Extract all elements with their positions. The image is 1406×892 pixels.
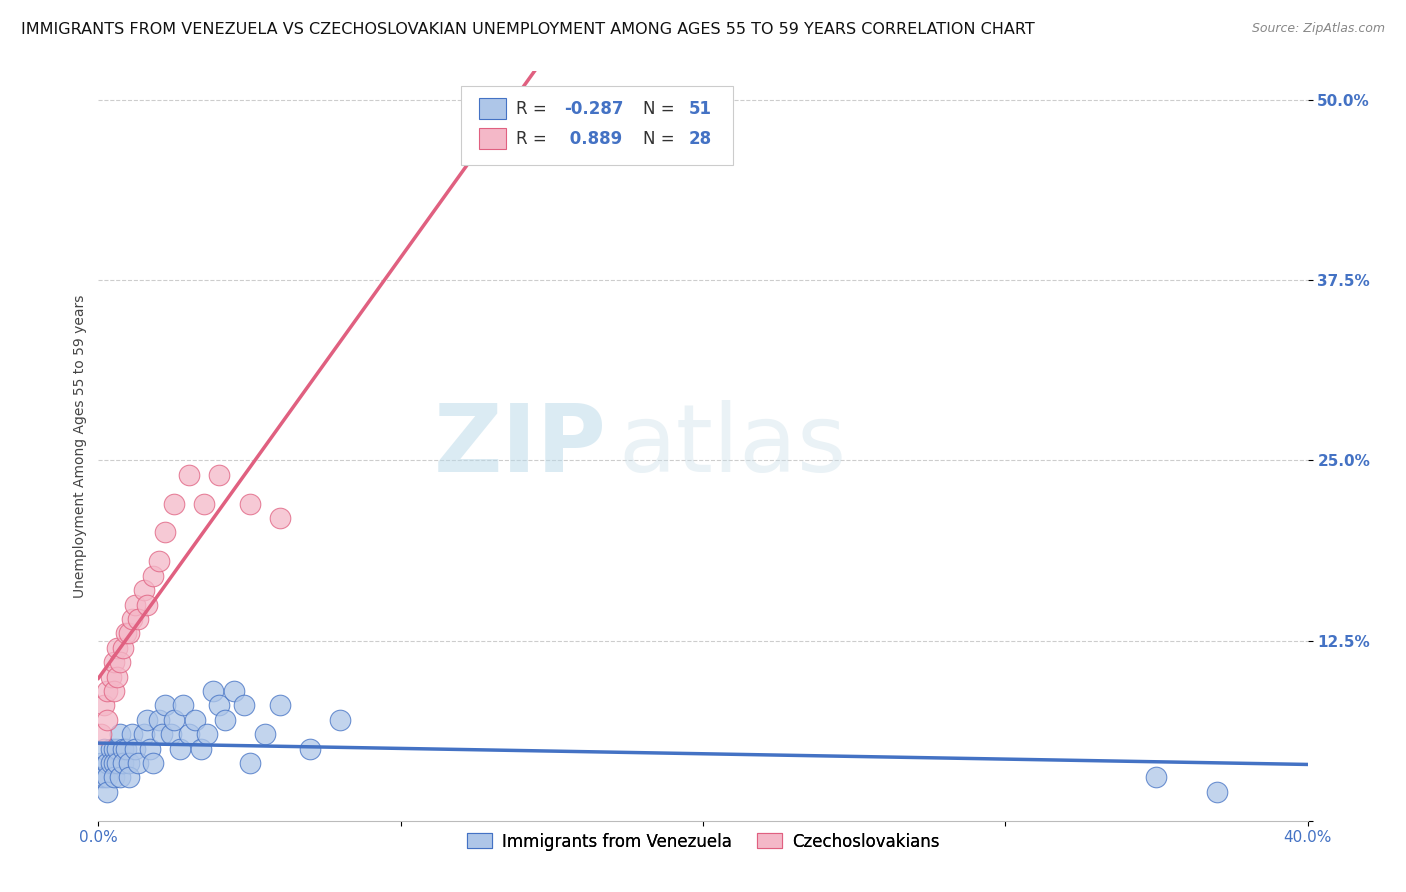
Text: 0.889: 0.889 — [564, 130, 623, 148]
Point — [96, 756, 118, 770]
Point — [111, 640, 134, 655]
Point — [253, 727, 276, 741]
Text: 28: 28 — [689, 130, 711, 148]
Point — [269, 698, 291, 713]
Point — [214, 713, 236, 727]
Point — [1206, 785, 1229, 799]
Point — [195, 727, 218, 741]
Point — [148, 554, 170, 568]
Text: IMMIGRANTS FROM VENEZUELA VS CZECHOSLOVAKIAN UNEMPLOYMENT AMONG AGES 55 TO 59 YE: IMMIGRANTS FROM VENEZUELA VS CZECHOSLOVA… — [21, 22, 1035, 37]
Text: N =: N = — [643, 100, 679, 118]
Y-axis label: Unemployment Among Ages 55 to 59 years: Unemployment Among Ages 55 to 59 years — [73, 294, 87, 598]
Point — [103, 756, 125, 770]
Point — [132, 583, 155, 598]
FancyBboxPatch shape — [479, 128, 506, 149]
Point — [269, 511, 291, 525]
Point — [127, 612, 149, 626]
Point — [163, 497, 186, 511]
Point — [105, 756, 128, 770]
Text: N =: N = — [643, 130, 679, 148]
Point — [184, 713, 207, 727]
Point — [93, 741, 115, 756]
Point — [299, 741, 322, 756]
Point — [96, 713, 118, 727]
Text: Source: ZipAtlas.com: Source: ZipAtlas.com — [1251, 22, 1385, 36]
Point — [179, 467, 201, 482]
Point — [103, 741, 125, 756]
Point — [208, 467, 231, 482]
Point — [90, 771, 112, 785]
Point — [121, 612, 143, 626]
Point — [111, 741, 134, 756]
Point — [329, 713, 352, 727]
Point — [193, 497, 215, 511]
Point — [118, 771, 141, 785]
Point — [114, 626, 136, 640]
Point — [103, 771, 125, 785]
Point — [153, 698, 176, 713]
Point — [224, 684, 246, 698]
Point — [93, 698, 115, 713]
Point — [111, 756, 134, 770]
Point — [127, 756, 149, 770]
Point — [108, 655, 131, 669]
Point — [105, 669, 128, 683]
Point — [108, 727, 131, 741]
Point — [142, 568, 165, 582]
Point — [172, 698, 194, 713]
Point — [142, 756, 165, 770]
Point — [163, 713, 186, 727]
Point — [135, 598, 157, 612]
Point — [190, 741, 212, 756]
Point — [114, 741, 136, 756]
Point — [100, 756, 122, 770]
Point — [96, 684, 118, 698]
Point — [202, 684, 225, 698]
Point — [135, 713, 157, 727]
Point — [96, 771, 118, 785]
Text: atlas: atlas — [619, 400, 846, 492]
Text: 51: 51 — [689, 100, 711, 118]
Point — [481, 136, 503, 151]
Legend: Immigrants from Venezuela, Czechoslovakians: Immigrants from Venezuela, Czechoslovaki… — [460, 826, 946, 857]
Point — [160, 727, 183, 741]
Point — [1144, 771, 1167, 785]
Point — [118, 626, 141, 640]
Point — [103, 655, 125, 669]
Point — [96, 785, 118, 799]
Point — [103, 684, 125, 698]
Point — [121, 727, 143, 741]
Point — [208, 698, 231, 713]
Point — [100, 669, 122, 683]
Point — [100, 741, 122, 756]
FancyBboxPatch shape — [479, 98, 506, 120]
Point — [124, 741, 146, 756]
Point — [139, 741, 162, 756]
Point — [169, 741, 191, 756]
Text: R =: R = — [516, 100, 551, 118]
Point — [90, 756, 112, 770]
Point — [148, 713, 170, 727]
Point — [105, 741, 128, 756]
Point — [124, 598, 146, 612]
FancyBboxPatch shape — [461, 87, 734, 165]
Point — [179, 727, 201, 741]
Text: ZIP: ZIP — [433, 400, 606, 492]
Point — [132, 727, 155, 741]
Point — [239, 756, 262, 770]
Point — [239, 497, 262, 511]
Point — [118, 756, 141, 770]
Point — [153, 525, 176, 540]
Point — [150, 727, 173, 741]
Text: -0.287: -0.287 — [564, 100, 623, 118]
Point — [105, 640, 128, 655]
Text: R =: R = — [516, 130, 551, 148]
Point — [90, 727, 112, 741]
Point — [232, 698, 254, 713]
Point — [108, 771, 131, 785]
Point — [93, 771, 115, 785]
